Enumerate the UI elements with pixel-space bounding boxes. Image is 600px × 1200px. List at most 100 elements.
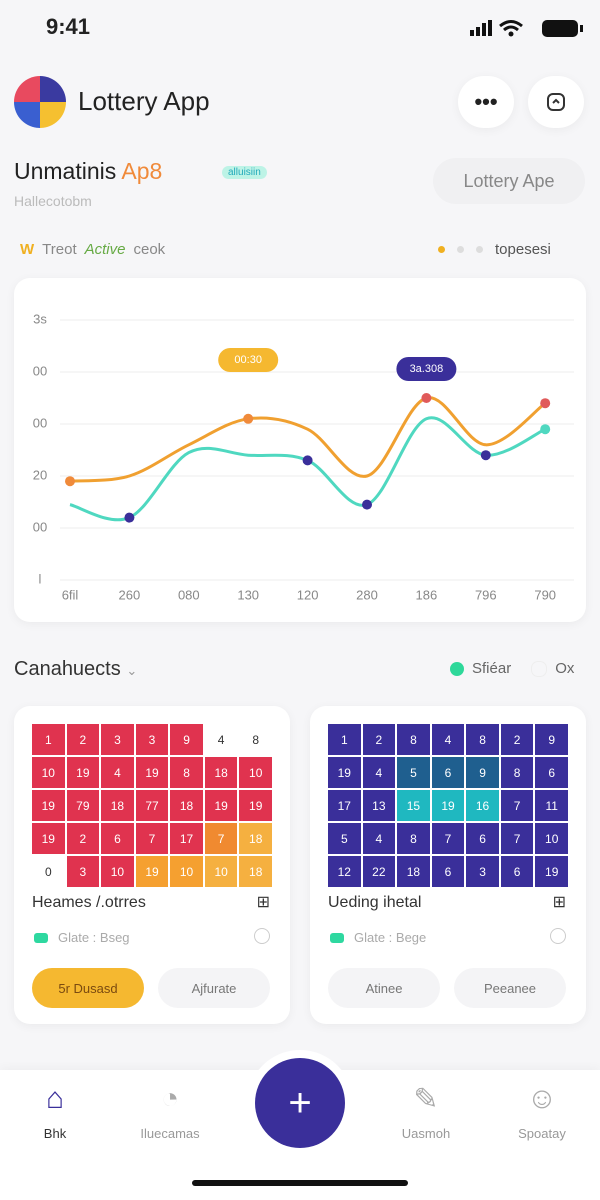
legend-dot: [330, 933, 344, 943]
chat-button[interactable]: [528, 76, 584, 128]
number-cell[interactable]: 2: [362, 724, 396, 755]
card-button[interactable]: Peeanee: [454, 968, 566, 1008]
number-cell[interactable]: 6: [466, 823, 499, 854]
number-cell[interactable]: 19: [328, 757, 361, 788]
more-button[interactable]: •••: [458, 76, 514, 128]
number-cell[interactable]: 8: [466, 724, 499, 755]
number-cell[interactable]: 19: [32, 823, 65, 854]
number-cell[interactable]: 0: [32, 856, 65, 887]
number-cell[interactable]: 19: [66, 757, 100, 788]
number-cell[interactable]: 7: [204, 823, 238, 854]
number-cell[interactable]: 4: [204, 724, 238, 755]
number-cell[interactable]: 10: [32, 757, 65, 788]
number-cell[interactable]: 4: [101, 757, 134, 788]
card-button[interactable]: 5r Dusasd: [32, 968, 144, 1008]
number-cell[interactable]: 19: [535, 856, 568, 887]
nav-label: Spoatay: [518, 1126, 566, 1141]
number-cell[interactable]: 10: [239, 757, 272, 788]
number-cell[interactable]: 18: [239, 856, 272, 887]
number-cell[interactable]: 10: [204, 856, 238, 887]
y-tick-label: 00: [33, 363, 47, 378]
number-cell[interactable]: 19: [135, 856, 169, 887]
number-cell[interactable]: 3: [466, 856, 499, 887]
number-cell[interactable]: 5: [397, 757, 430, 788]
nav-item[interactable]: ☺ Spoatay: [492, 1082, 592, 1141]
nav-label: Uasmoh: [401, 1126, 451, 1141]
number-cell[interactable]: 10: [535, 823, 568, 854]
number-cell[interactable]: 16: [466, 790, 499, 821]
card-button[interactable]: Ajfurate: [158, 968, 270, 1008]
number-cell[interactable]: 7: [431, 823, 465, 854]
annotation-bg: [218, 348, 279, 372]
number-cell[interactable]: 8: [397, 823, 430, 854]
status-time: 9:41: [46, 14, 91, 39]
number-cell[interactable]: 18: [204, 757, 238, 788]
number-cell[interactable]: 3: [101, 724, 134, 755]
number-cell[interactable]: 10: [170, 856, 203, 887]
card-button[interactable]: Atinee: [328, 968, 440, 1008]
number-cell[interactable]: 17: [328, 790, 361, 821]
number-cell[interactable]: 6: [500, 856, 534, 887]
number-cell[interactable]: 18: [239, 823, 272, 854]
number-cell[interactable]: 77: [135, 790, 169, 821]
nav-item[interactable]: ✎ Uasmoh: [376, 1082, 476, 1141]
number-cell[interactable]: 19: [239, 790, 272, 821]
lottery-button[interactable]: Lottery Ape: [433, 158, 585, 204]
results-title: Canahuects ⌄: [14, 658, 138, 680]
number-cell[interactable]: 13: [362, 790, 396, 821]
number-cell[interactable]: 18: [170, 790, 203, 821]
y-tick-label: 3s: [33, 311, 47, 326]
number-cell[interactable]: 4: [362, 823, 396, 854]
annotation: 3a.308: [410, 363, 444, 375]
number-cell[interactable]: 1: [32, 724, 65, 755]
number-cell[interactable]: 11: [535, 790, 568, 821]
number-cell[interactable]: 4: [362, 757, 396, 788]
number-cell[interactable]: 7: [135, 823, 169, 854]
number-cell[interactable]: 9: [535, 724, 568, 755]
number-cell[interactable]: 19: [204, 790, 238, 821]
nav-icon: ⌂: [45, 1082, 65, 1115]
x-tick-label: 080: [178, 587, 200, 602]
number-cell[interactable]: 19: [32, 790, 65, 821]
section-title-accent: Ap8: [121, 158, 163, 184]
number-cell[interactable]: 1: [328, 724, 361, 755]
number-cell[interactable]: 18: [101, 790, 134, 821]
number-cell[interactable]: 8: [170, 757, 203, 788]
number-cell[interactable]: 12: [328, 856, 361, 887]
number-cell[interactable]: 4: [431, 724, 465, 755]
number-cell[interactable]: 17: [170, 823, 203, 854]
number-cell[interactable]: 8: [239, 724, 272, 755]
dot: [476, 246, 483, 253]
number-cell[interactable]: 7: [500, 823, 534, 854]
nav-item[interactable]: ◔ Iluecamas: [120, 1082, 220, 1141]
number-cell[interactable]: 6: [101, 823, 134, 854]
x-tick-label: 790: [534, 587, 556, 602]
number-cell[interactable]: 2: [66, 724, 100, 755]
number-cell[interactable]: 19: [135, 757, 169, 788]
number-cell[interactable]: 79: [66, 790, 100, 821]
x-tick-label: 796: [475, 587, 497, 602]
number-cell[interactable]: 15: [397, 790, 430, 821]
number-cell[interactable]: 6: [431, 856, 465, 887]
number-cell[interactable]: 8: [500, 757, 534, 788]
number-cell[interactable]: 19: [431, 790, 465, 821]
number-cell[interactable]: 5: [328, 823, 361, 854]
add-button[interactable]: +: [255, 1058, 345, 1148]
nav-item[interactable]: ⌂ Bhk: [5, 1082, 105, 1141]
number-cell[interactable]: 10: [101, 856, 134, 887]
number-cell[interactable]: 6: [431, 757, 465, 788]
number-cell[interactable]: 6: [535, 757, 568, 788]
number-cell[interactable]: 2: [500, 724, 534, 755]
section-title: Unmatinis Ap8: [14, 158, 162, 185]
number-cell[interactable]: 8: [397, 724, 430, 755]
number-cell[interactable]: 9: [170, 724, 203, 755]
number-cell[interactable]: 9: [466, 757, 499, 788]
number-cell[interactable]: 22: [362, 856, 396, 887]
number-cell[interactable]: 3: [135, 724, 169, 755]
number-cell[interactable]: 18: [397, 856, 430, 887]
number-cell[interactable]: 2: [66, 823, 100, 854]
x-tick-label: 260: [119, 587, 141, 602]
number-cell[interactable]: 3: [66, 856, 100, 887]
number-cell[interactable]: 7: [500, 790, 534, 821]
results-toggle[interactable]: Sfiéar Ox: [450, 660, 574, 677]
